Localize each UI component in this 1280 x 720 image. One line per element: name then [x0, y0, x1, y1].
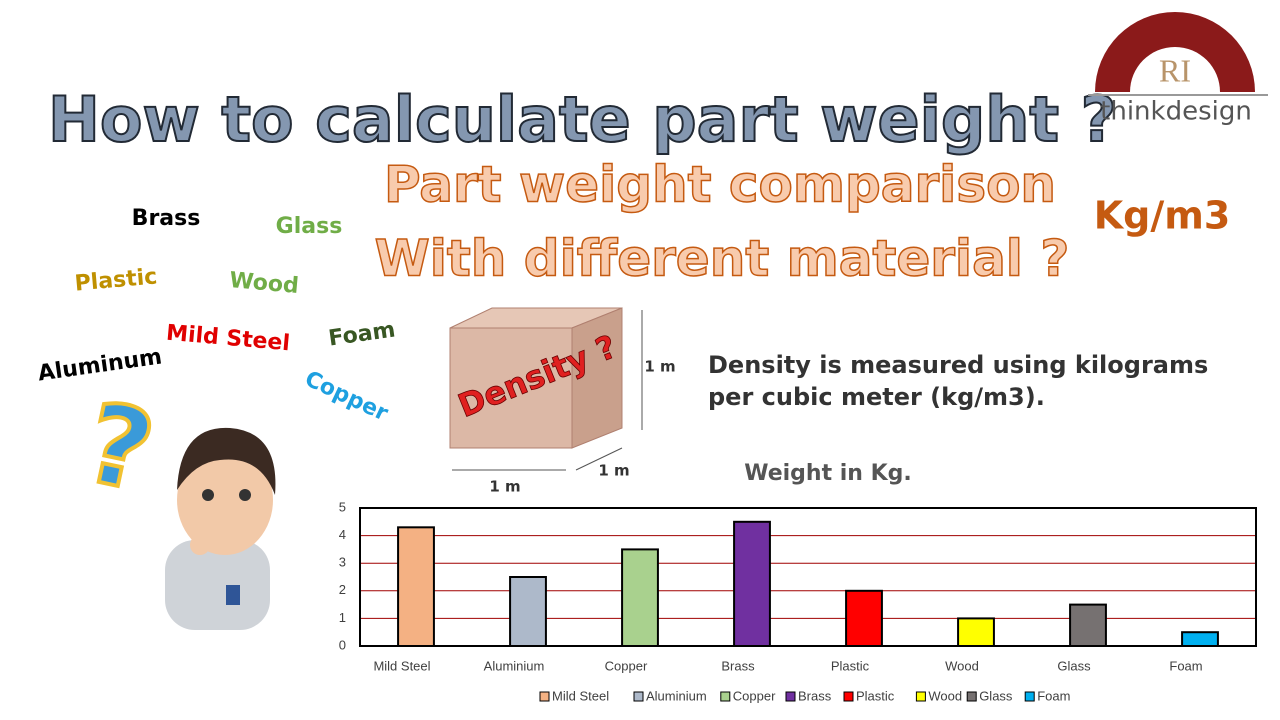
subtitle-line: With different material ? [375, 230, 1070, 288]
legend-label: Plastic [856, 688, 895, 703]
slide-title: How to calculate part weight ? [48, 83, 1117, 156]
bar [1181, 631, 1219, 648]
legend-label: Foam [1037, 688, 1070, 703]
y-tick-label: 3 [339, 555, 346, 570]
material-word: Mild Steel [165, 321, 291, 357]
material-word: Copper [301, 367, 392, 427]
bar [1069, 603, 1107, 647]
unit-label: Kg/m3 [1094, 194, 1231, 238]
cube-dimension: 1 m [489, 478, 520, 496]
legend-label: Wood [928, 688, 962, 703]
x-tick-label: Copper [605, 658, 648, 673]
legend-label: Glass [979, 688, 1013, 703]
legend-swatch [539, 691, 550, 702]
logo-name: thinkdesign [1100, 97, 1252, 127]
logo-initials: RI [1159, 52, 1191, 88]
plot-border [359, 507, 1257, 647]
bar [845, 589, 883, 647]
legend-swatch [1024, 691, 1035, 702]
x-tick-label: Foam [1169, 658, 1202, 673]
material-word: Aluminum [36, 344, 163, 386]
y-tick-label: 2 [339, 582, 346, 597]
legend-swatch [915, 691, 926, 702]
logo: RI thinkdesign [1088, 12, 1268, 127]
material-word: Plastic [74, 264, 159, 296]
material-word: Brass [132, 206, 201, 231]
x-tick-label: Plastic [831, 658, 870, 673]
legend-label: Aluminium [646, 688, 707, 703]
material-word: Glass [276, 214, 343, 239]
legend-swatch [843, 691, 854, 702]
material-word: Foam [327, 317, 397, 351]
y-tick-label: 1 [339, 610, 346, 625]
bar [621, 548, 659, 648]
legend-swatch [633, 691, 644, 702]
y-tick-label: 0 [339, 637, 346, 652]
chart-title: Weight in Kg. [744, 461, 912, 486]
description-line: per cubic meter (kg/m3). [708, 383, 1045, 411]
x-tick-label: Glass [1057, 658, 1091, 673]
y-tick-label: 5 [339, 499, 346, 514]
description-line: Density is measured using kilograms [708, 351, 1208, 379]
x-tick-label: Mild Steel [373, 658, 430, 673]
bar [397, 526, 435, 648]
x-tick-label: Aluminium [484, 658, 545, 673]
question-mark: ? [75, 378, 164, 516]
legend-label: Mild Steel [552, 688, 609, 703]
character-illustration [165, 427, 276, 630]
subtitle-line: Part weight comparison [384, 156, 1056, 214]
legend-label: Copper [733, 688, 776, 703]
y-tick-label: 4 [339, 527, 346, 542]
cube [449, 307, 643, 471]
cube-dimension: 1 m [598, 462, 629, 480]
legend-swatch [966, 691, 977, 702]
material-word: Wood [228, 268, 299, 299]
x-tick-label: Brass [721, 658, 755, 673]
legend-label: Brass [798, 688, 832, 703]
legend-swatch [785, 691, 796, 702]
bar [733, 520, 771, 647]
bar [957, 617, 995, 648]
bar [509, 576, 547, 647]
legend-swatch [720, 691, 731, 702]
cube-dimension: 1 m [644, 358, 675, 376]
x-tick-label: Wood [945, 658, 979, 673]
plot-area [360, 508, 1256, 646]
